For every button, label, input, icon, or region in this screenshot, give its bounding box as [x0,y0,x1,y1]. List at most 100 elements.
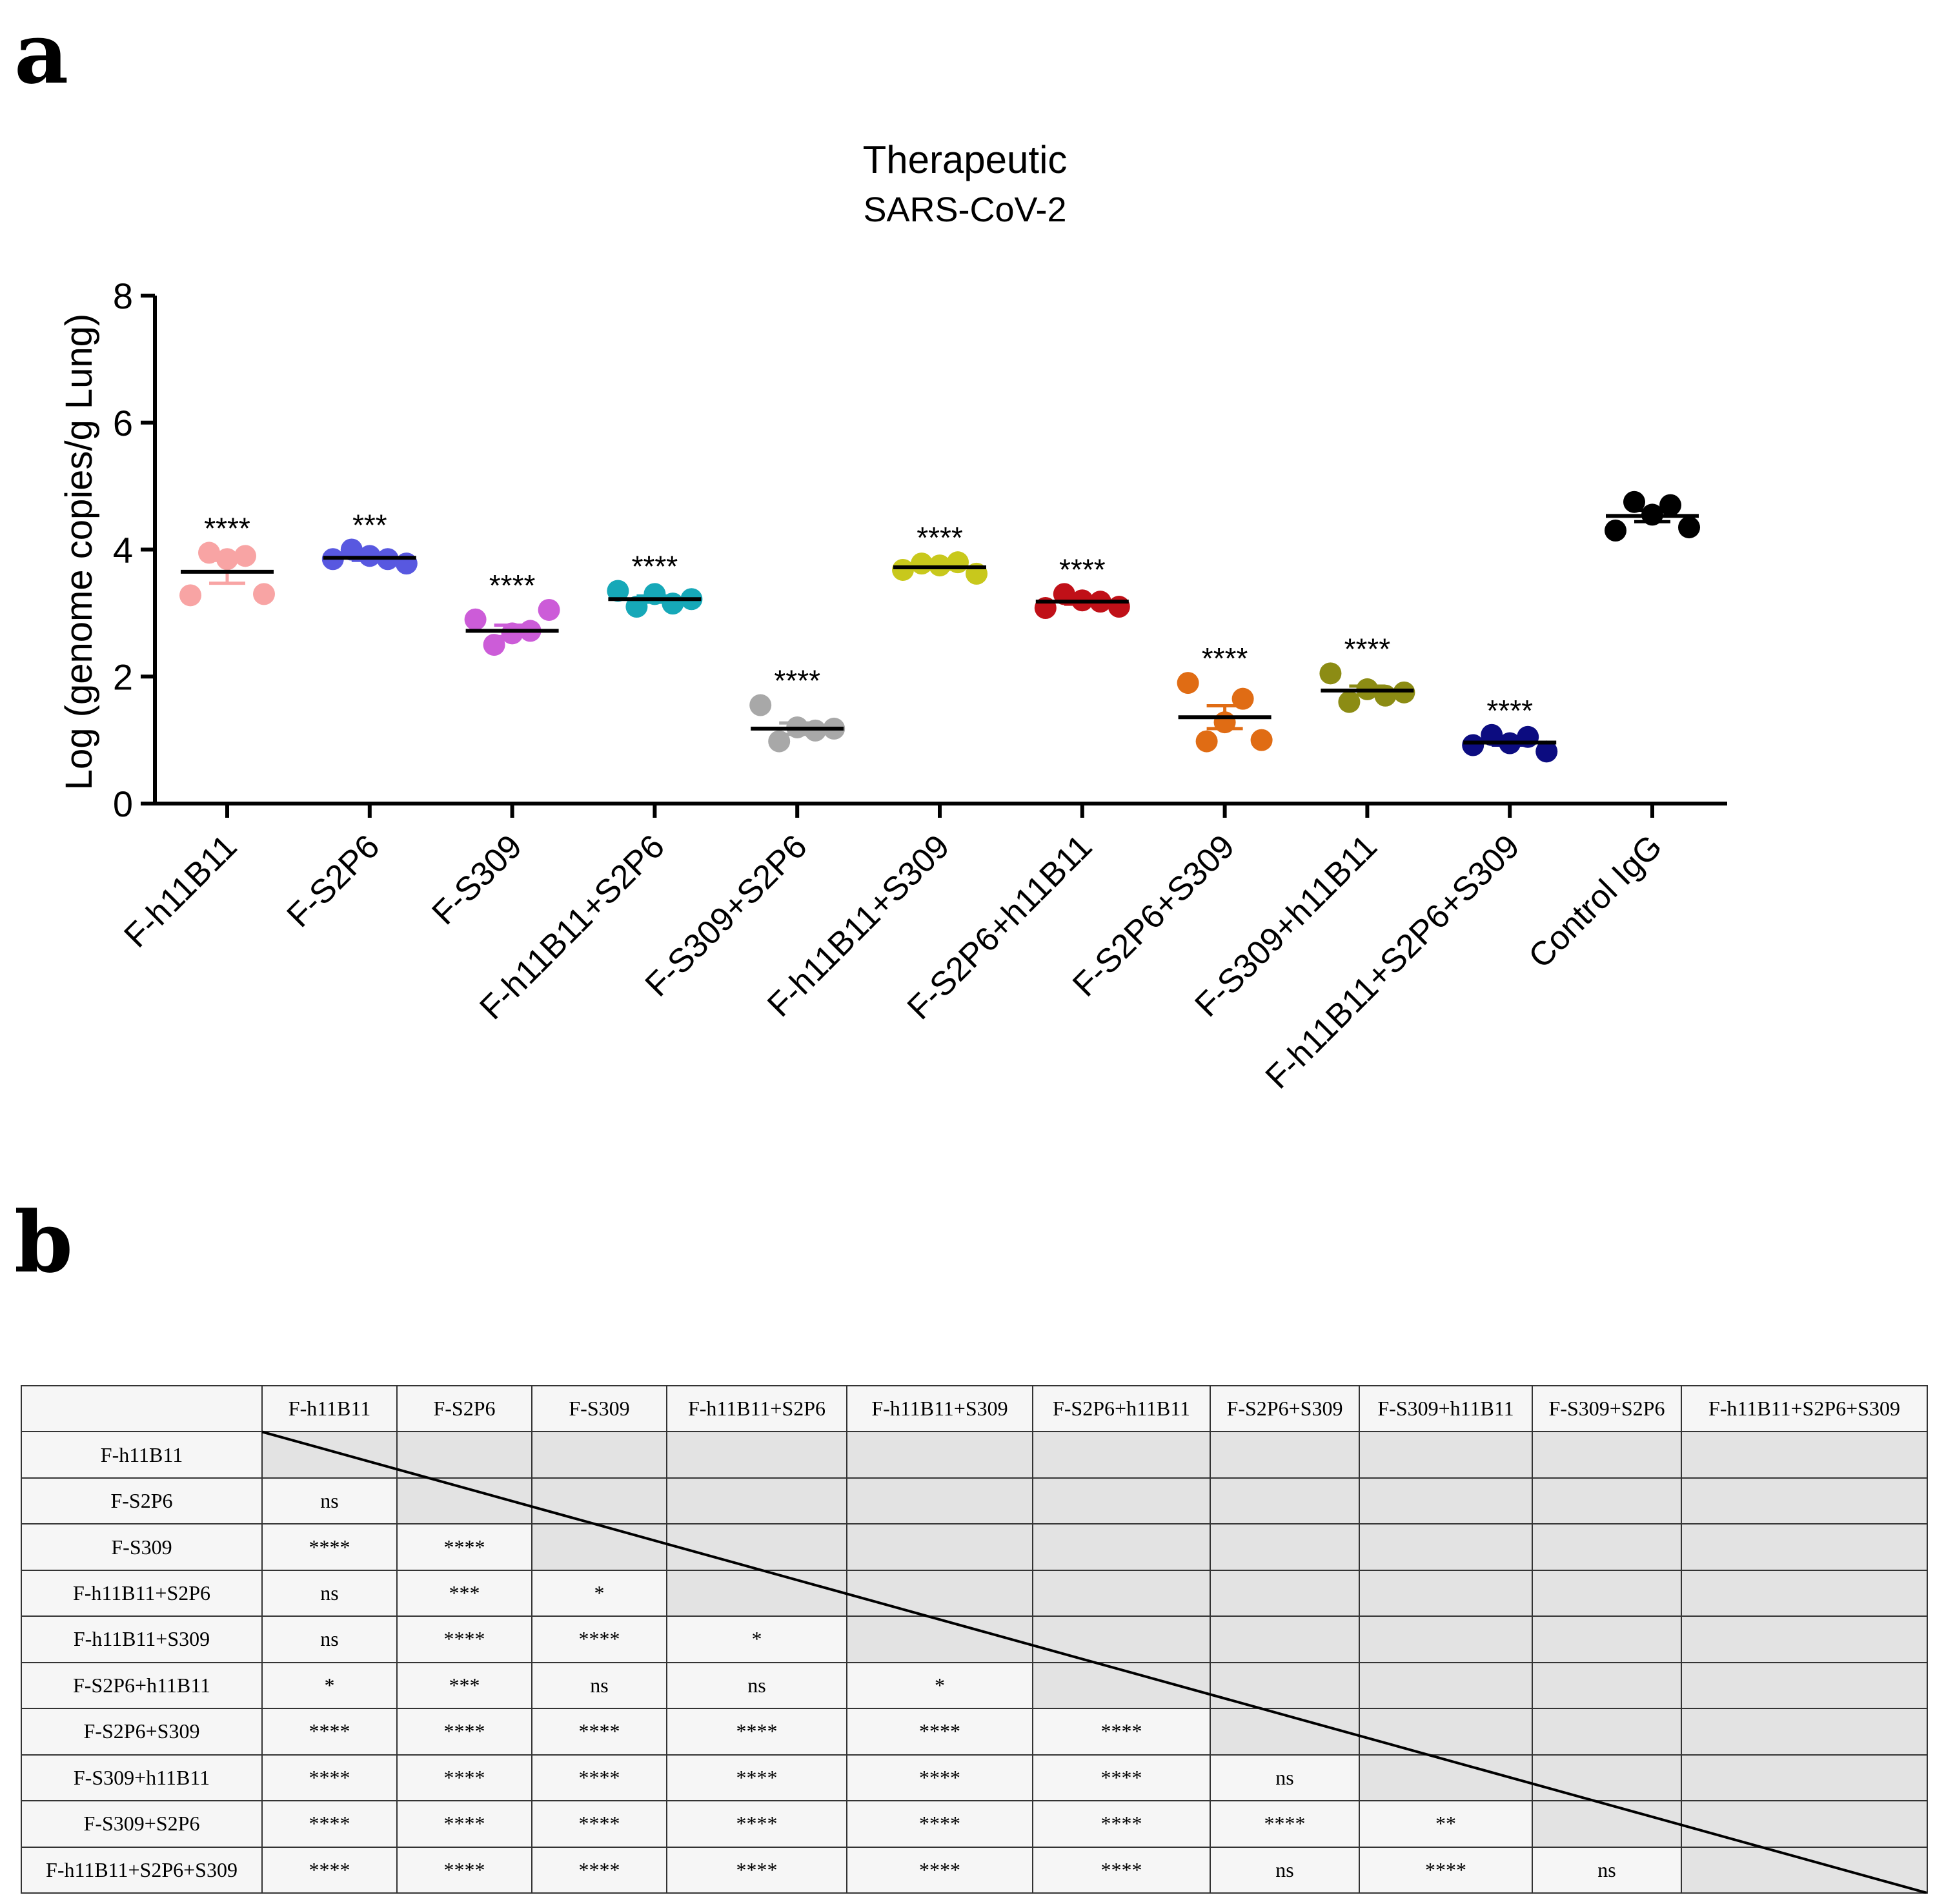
y-axis-label: Log (genome copies/g Lung) [58,314,100,790]
data-point [1462,734,1484,756]
table-cell: ns [262,1616,397,1662]
table-cell [1532,1708,1681,1754]
table-cell [667,1478,847,1524]
table-cell: ns [262,1478,397,1524]
table-cell: *** [397,1663,532,1708]
table-cell: **** [667,1847,847,1893]
table-cell: **** [847,1708,1033,1754]
table-cell: ns [1210,1755,1359,1801]
data-point [1678,516,1700,538]
significance-label: **** [1486,694,1533,727]
table-cell [1359,1524,1532,1570]
row-header: F-S309+S2P6 [21,1801,262,1847]
table-cell [1681,1801,1927,1847]
table-cell [1532,1801,1681,1847]
table-cell [1359,1570,1532,1616]
column-header: F-S309+S2P6 [1532,1386,1681,1432]
x-tick-label: F-S2P6 [280,827,387,935]
table-cell [1033,1524,1210,1570]
data-point [234,545,256,567]
table-cell: **** [1033,1708,1210,1754]
y-tick-label: 4 [113,530,133,571]
data-point [892,559,914,581]
table-cell: **** [262,1524,397,1570]
row-header: F-S2P6 [21,1478,262,1524]
table-cell: **** [847,1755,1033,1801]
data-point [465,609,487,631]
table-cell: **** [397,1708,532,1754]
column-header: F-h11B11 [262,1386,397,1432]
table-cell: **** [1359,1847,1532,1893]
row-header: F-h11B11+S309 [21,1616,262,1662]
significance-label: **** [489,569,536,602]
table-cell [1210,1524,1359,1570]
table-cell: **** [262,1708,397,1754]
column-header: F-h11B11+S309 [847,1386,1033,1432]
table-cell: **** [667,1801,847,1847]
x-tick-label: Control IgG [1521,827,1669,975]
pairwise-comparison-table: F-h11B11 F-S2P6 F-S309 F-h11B11+S2P6 F-h11B1… [21,1385,1927,1894]
table-cell: *** [397,1570,532,1616]
group-10: Control IgG [1521,491,1700,976]
data-point [1251,729,1273,751]
row-header: F-S2P6+S309 [21,1708,262,1754]
table-cell [1532,1616,1681,1662]
table-cell [1532,1663,1681,1708]
table-row: F-S2P6 ns [21,1478,1927,1524]
table-cell [1210,1708,1359,1754]
y-tick-label: 8 [113,276,133,316]
table-cell [1033,1432,1210,1477]
table-row: F-h11B11+S309 ns **** **** * [21,1616,1927,1662]
table-cell: **** [667,1755,847,1801]
table-row: F-S309+S2P6 **** **** **** **** **** **** **** *… [21,1801,1927,1847]
table-cell [1532,1432,1681,1477]
table-cell [397,1432,532,1477]
table-cell [1210,1663,1359,1708]
table-cell [532,1478,667,1524]
table-cell: * [532,1570,667,1616]
table-cell: **** [532,1801,667,1847]
table-cell [1033,1570,1210,1616]
significance-label: **** [774,664,820,698]
data-point [396,552,418,574]
significance-label: **** [917,521,963,554]
table-cell: **** [397,1755,532,1801]
row-header: F-S309 [21,1524,262,1570]
data-point [253,583,275,605]
data-point [1196,731,1218,753]
table-cell: **** [397,1524,532,1570]
data-point [1659,494,1681,516]
table-cell: **** [532,1616,667,1662]
table-cell: **** [397,1801,532,1847]
table-cell [1681,1432,1927,1477]
column-header: F-S2P6+S309 [1210,1386,1359,1432]
table-cell: ** [1359,1801,1532,1847]
table-cell: **** [262,1847,397,1893]
data-point [1108,596,1130,618]
table-cell [1532,1524,1681,1570]
table-cell [1359,1478,1532,1524]
table-cell: **** [532,1708,667,1754]
x-tick-label: F-h11B11 [117,827,244,955]
table-cell [1033,1616,1210,1662]
table-cell: **** [262,1801,397,1847]
row-header: F-S309+h11B11 [21,1755,262,1801]
table-cell: **** [532,1755,667,1801]
table-cell [1359,1708,1532,1754]
table-cell: **** [397,1616,532,1662]
table-cell [1210,1478,1359,1524]
table-cell [1681,1570,1927,1616]
data-point [1319,662,1341,684]
significance-label: **** [632,549,678,583]
table-cell [1681,1663,1927,1708]
column-header: F-S309+h11B11 [1359,1386,1532,1432]
table-cell [847,1524,1033,1570]
table-row: F-h11B11+S2P6+S309 **** **** **** **** **** **… [21,1847,1927,1893]
data-point [749,694,771,716]
table-cell [1210,1432,1359,1477]
table-cell: **** [667,1708,847,1754]
x-tick-label: F-h11B11+S2P6+S309 [1259,827,1527,1096]
table-cell [847,1478,1033,1524]
table-cell: ns [667,1663,847,1708]
row-header: F-h11B11+S2P6 [21,1570,262,1616]
